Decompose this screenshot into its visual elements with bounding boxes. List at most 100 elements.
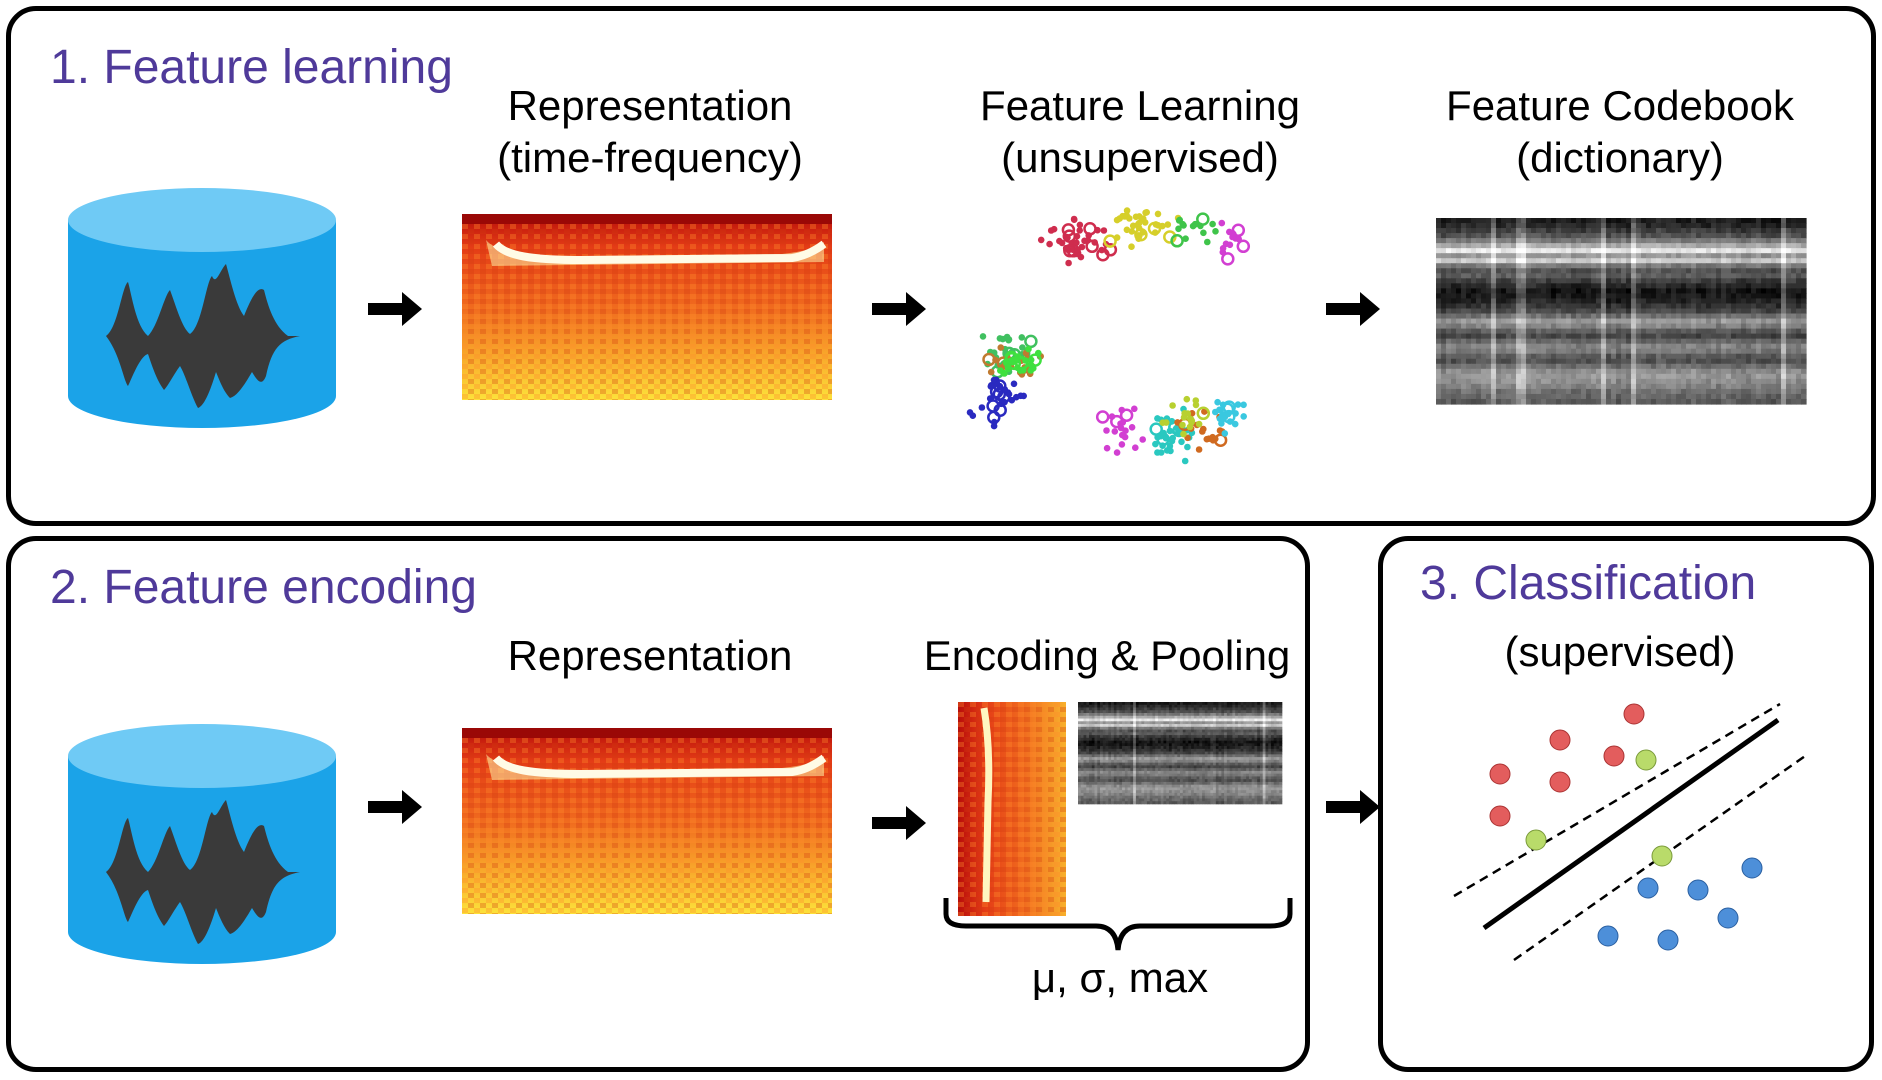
class-a-point	[1623, 703, 1645, 725]
cluster-point	[1073, 239, 1080, 247]
cluster-point	[1182, 235, 1189, 243]
cluster-point	[1008, 396, 1016, 404]
class-b-point	[1687, 879, 1709, 901]
cluster-point	[1027, 361, 1035, 368]
cluster-point	[1181, 457, 1189, 465]
cluster-point	[987, 383, 995, 390]
pooling-brace	[943, 898, 1293, 951]
cluster-point	[1024, 334, 1038, 349]
waveform-icon	[106, 264, 300, 408]
representation-label: Representation	[507, 632, 793, 679]
cluster-point	[1128, 243, 1135, 251]
svm-plot	[1453, 702, 1809, 962]
cluster-point	[1184, 443, 1191, 451]
class-b-point	[1597, 925, 1619, 947]
cluster-point	[1184, 434, 1191, 442]
cluster-point	[1152, 440, 1159, 448]
cluster-point	[1168, 437, 1176, 445]
class-b-point	[1741, 857, 1763, 879]
cluster-point	[1163, 447, 1171, 454]
cluster-point	[987, 410, 1001, 425]
cluster-point	[1103, 427, 1110, 434]
cluster-point	[1218, 219, 1226, 227]
cluster-point	[978, 404, 986, 411]
cluster-point	[1222, 400, 1236, 414]
cluster-point	[1012, 356, 1020, 363]
cluster-point	[1209, 220, 1216, 228]
cluster-point	[1119, 431, 1126, 439]
cluster-point	[1221, 430, 1229, 437]
cluster-point	[1091, 239, 1098, 246]
cluster-point	[1111, 428, 1119, 435]
cluster-point	[1149, 422, 1163, 436]
cluster-point	[1010, 380, 1018, 388]
cluster-point	[1056, 237, 1063, 245]
classification-title: 3. Classification	[1420, 557, 1757, 610]
cluster-point	[1154, 415, 1161, 422]
feature-codebook-label: Feature Codebook (dictionary)	[1446, 82, 1794, 181]
cluster-point	[1019, 367, 1027, 374]
cluster-point	[1119, 408, 1134, 422]
cluster-point	[1046, 240, 1053, 248]
feature-encoding-title: 2. Feature encoding	[50, 561, 477, 614]
representation-label: Representation (time-frequency)	[497, 82, 803, 181]
cluster-point	[979, 333, 987, 340]
cluster-point	[966, 409, 974, 416]
cluster-point	[1118, 441, 1126, 448]
waveform-icon	[106, 800, 300, 944]
cluster-point	[1226, 241, 1234, 249]
decision-boundary	[1482, 717, 1780, 931]
cluster-point	[1170, 234, 1184, 248]
cluster-point	[1218, 416, 1225, 424]
spectrogram	[462, 728, 832, 914]
cluster-point	[1122, 427, 1129, 434]
encoded-spectrogram	[958, 702, 1066, 916]
cluster-point	[1103, 444, 1111, 452]
cluster-point	[1164, 221, 1172, 228]
cluster-point	[1074, 246, 1081, 254]
cluster-point	[1019, 344, 1026, 351]
cluster-point	[1076, 221, 1084, 229]
cluster-point	[1096, 247, 1110, 262]
cluster-point	[1240, 401, 1247, 409]
cluster-point	[1181, 410, 1188, 417]
cluster-point	[1198, 428, 1206, 435]
cluster-point	[1084, 236, 1092, 244]
cluster-point	[1195, 446, 1203, 453]
cluster-point	[990, 376, 998, 384]
class-a-point	[1489, 763, 1511, 785]
feature-learning-title: 1. Feature learning	[50, 41, 453, 94]
codebook-matrix	[1436, 218, 1807, 405]
cluster-point	[997, 367, 1004, 374]
cluster-point	[1192, 220, 1199, 228]
cluster-point	[1200, 229, 1207, 237]
cluster-point	[982, 352, 996, 367]
cluster-point	[1186, 423, 1194, 431]
cluster-point	[1017, 392, 1024, 400]
class-a-point	[1549, 729, 1571, 751]
cluster-point	[1139, 436, 1146, 443]
cluster-point	[1001, 398, 1008, 406]
class-a-point	[1603, 745, 1625, 767]
class-b-point	[1657, 929, 1679, 951]
cluster-point	[987, 395, 995, 402]
cluster-point	[1139, 215, 1147, 222]
cluster-point	[1178, 438, 1185, 446]
cluster-point	[1221, 252, 1235, 266]
cluster-point	[1175, 225, 1182, 233]
arrow-right-icon	[872, 806, 926, 840]
cluster-point	[1183, 395, 1191, 403]
database-audio-icon	[68, 724, 336, 964]
arrow-right-icon	[1326, 790, 1380, 824]
cluster-point	[1196, 212, 1210, 226]
cluster-point	[1203, 435, 1211, 443]
cluster-point	[993, 379, 1007, 393]
cluster-point	[1219, 244, 1227, 252]
cluster-point	[1005, 390, 1013, 398]
cluster-point	[1169, 402, 1176, 409]
cluster-point	[1235, 235, 1243, 243]
arrow-right-icon	[872, 292, 926, 326]
cluster-point	[1163, 230, 1177, 244]
cluster-point	[1126, 215, 1133, 222]
cluster-point	[1152, 221, 1160, 228]
